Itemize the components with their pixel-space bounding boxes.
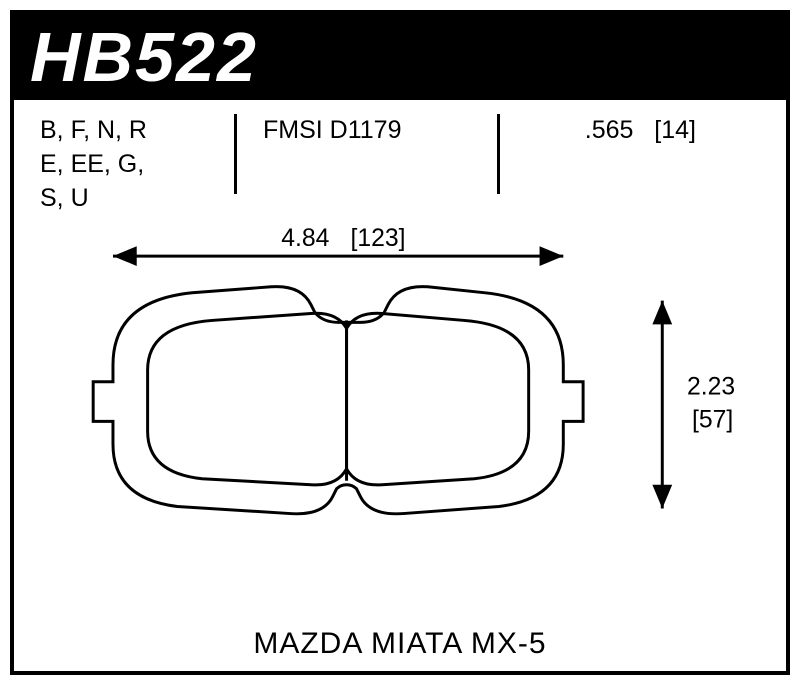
- fmsi-column: FMSI D1179: [237, 100, 497, 208]
- height-inches: 2.23: [687, 374, 735, 401]
- height-mm: [57]: [692, 406, 733, 433]
- width-inches: 4.84: [281, 225, 329, 252]
- application-label: MAZDA MIATA MX-5: [14, 627, 786, 661]
- thickness-mm: [14]: [654, 116, 696, 144]
- diagram-area: 4.84 [123] 2.23 [57]: [14, 208, 786, 611]
- thickness-column: .565 [14]: [500, 100, 786, 208]
- compounds-column: B, F, N, R E, EE, G, S, U: [14, 100, 234, 208]
- compounds-line: E, EE, G,: [40, 148, 216, 182]
- width-dimension: 4.84 [123]: [113, 225, 563, 266]
- fmsi-code: FMSI D1179: [263, 114, 479, 148]
- height-dimension: 2.23 [57]: [652, 301, 735, 509]
- header-band: HB522: [14, 14, 786, 100]
- pad-outline: [93, 287, 583, 514]
- brake-pad-diagram: 4.84 [123] 2.23 [57]: [14, 208, 786, 611]
- part-number: HB522: [30, 17, 258, 97]
- thickness-inches: .565: [585, 116, 634, 144]
- spec-frame: HB522 B, F, N, R E, EE, G, S, U FMSI D11…: [10, 10, 790, 675]
- compounds-line: B, F, N, R: [40, 114, 216, 148]
- width-mm: [123]: [351, 225, 406, 252]
- info-row: B, F, N, R E, EE, G, S, U FMSI D1179 .56…: [14, 100, 786, 208]
